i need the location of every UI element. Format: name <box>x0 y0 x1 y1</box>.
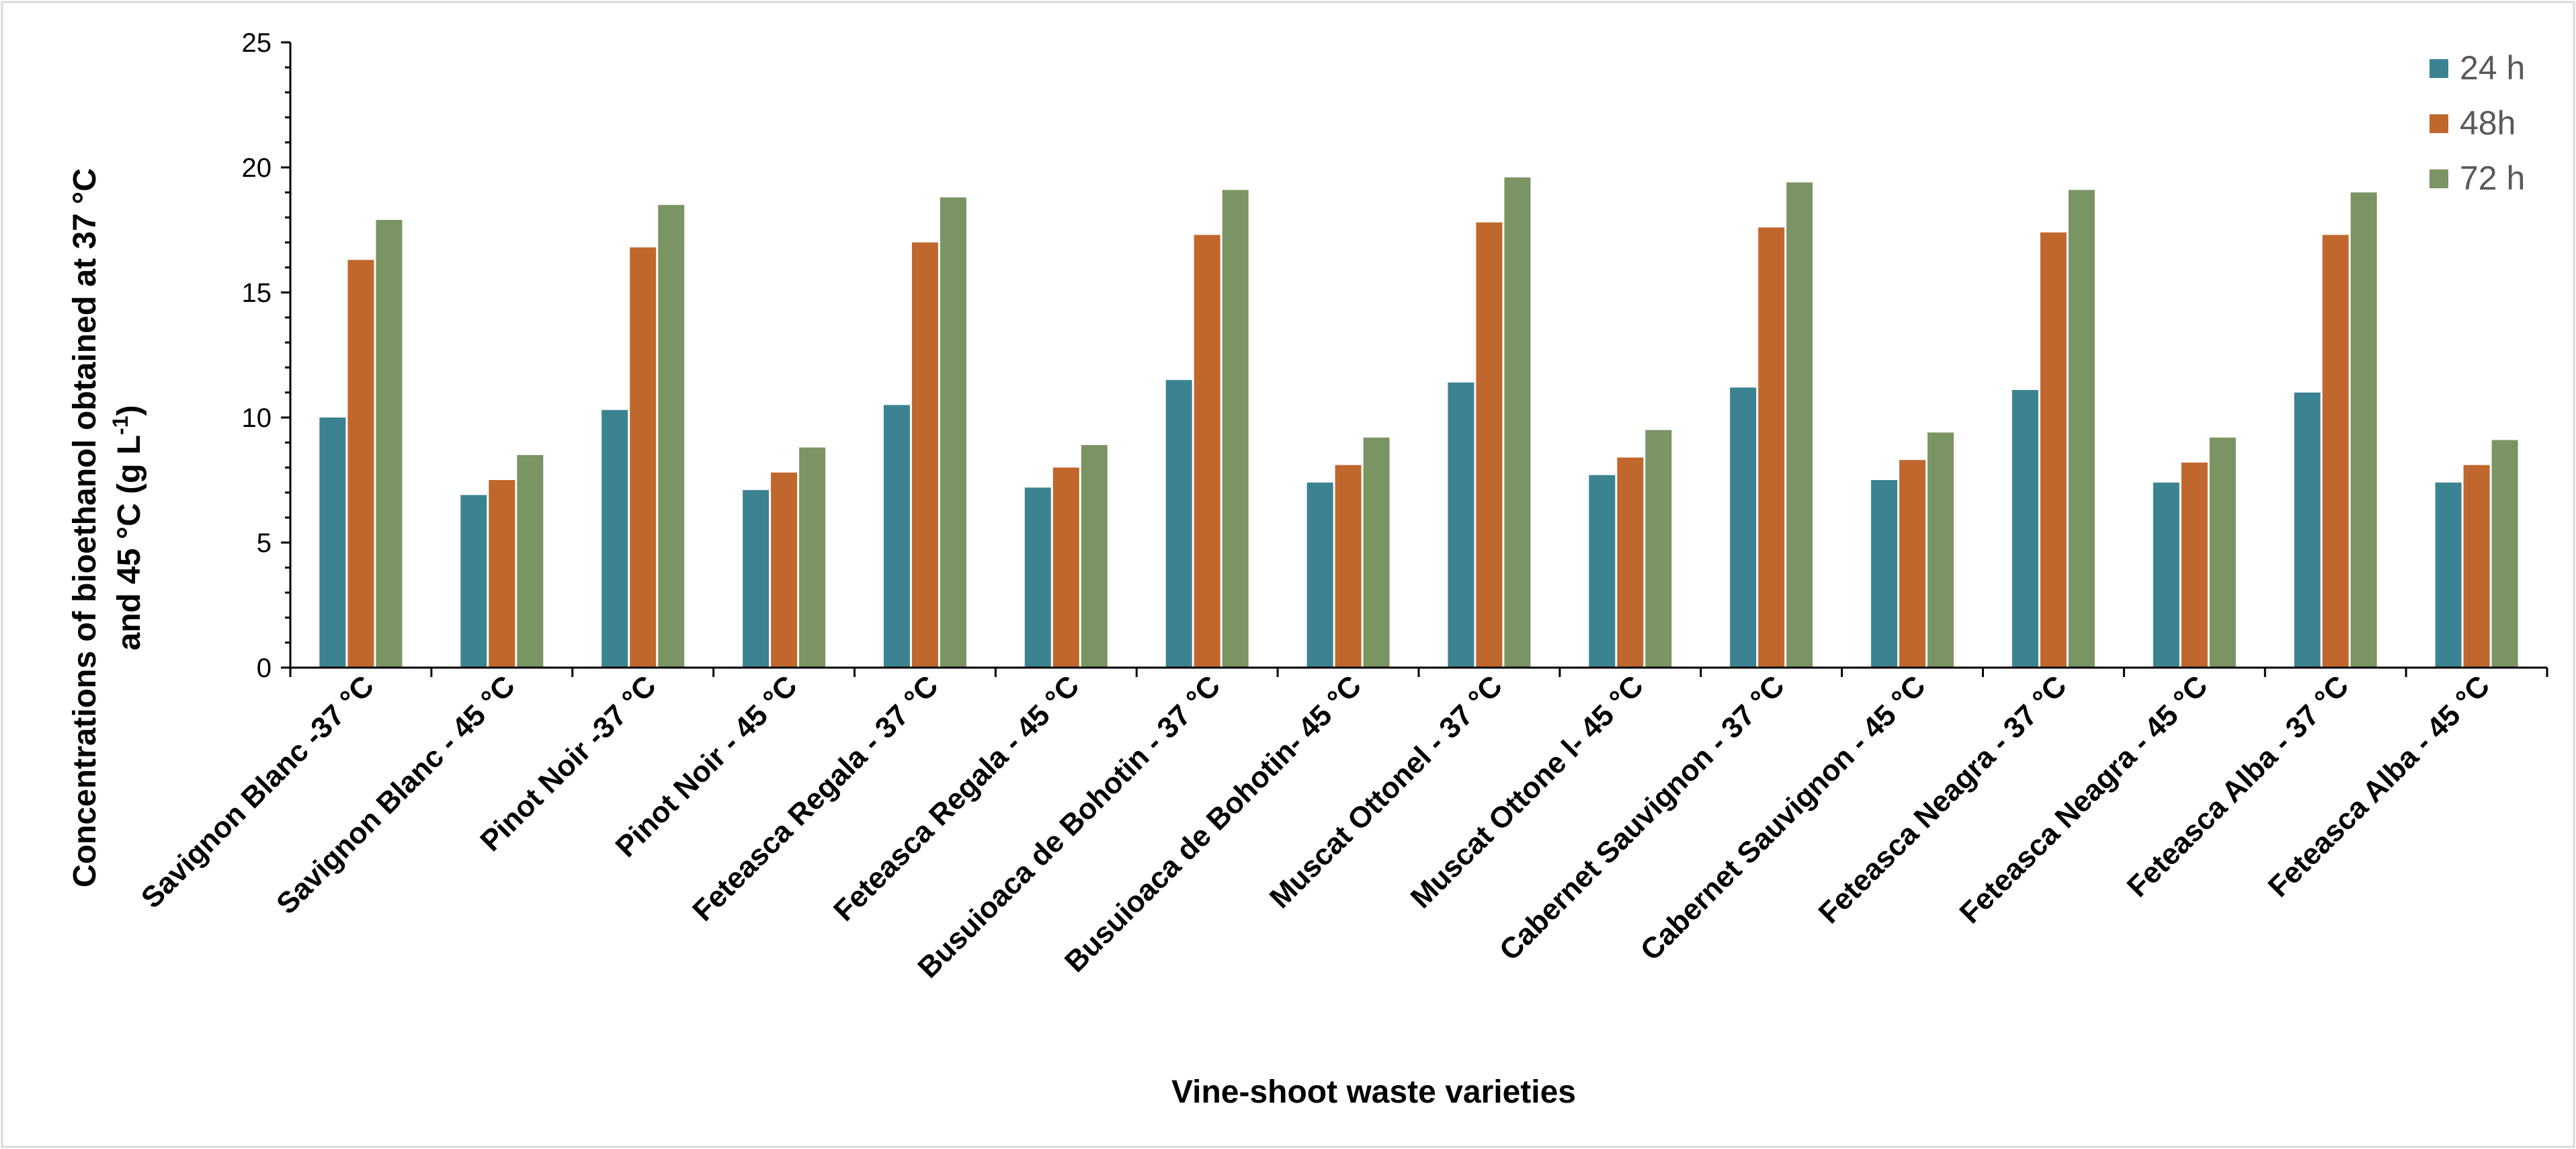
bar-48h-8 <box>1476 222 1503 668</box>
bar-24h-0 <box>319 418 346 668</box>
y-tick-label: 10 <box>242 403 272 433</box>
bar-48h-9 <box>1617 457 1644 668</box>
bar-24h-7 <box>1306 482 1333 668</box>
bar-72h-15 <box>2491 440 2518 668</box>
bar-72h-11 <box>1927 432 1954 668</box>
bar-72h-14 <box>2350 192 2377 668</box>
bar-48h-3 <box>771 472 798 668</box>
bar-72h-7 <box>1363 437 1390 668</box>
y-tick-label: 15 <box>242 278 272 308</box>
bar-72h-8 <box>1504 177 1531 668</box>
y-tick-label: 25 <box>242 28 272 58</box>
bar-48h-14 <box>2322 235 2349 668</box>
bar-72h-0 <box>376 220 403 668</box>
bar-24h-10 <box>1730 387 1757 668</box>
bar-48h-15 <box>2463 465 2490 668</box>
bar-48h-2 <box>630 247 657 668</box>
y-tick-label: 20 <box>242 153 272 183</box>
bar-48h-5 <box>1052 467 1079 668</box>
bar-48h-1 <box>489 480 515 668</box>
bar-72h-12 <box>2068 190 2095 668</box>
legend: 24 h 48h 72 h <box>2429 49 2525 197</box>
y-axis-title-line2-post: ) <box>112 405 147 416</box>
bar-48h-6 <box>1194 235 1220 668</box>
bar-24h-1 <box>460 495 487 668</box>
legend-swatch-0 <box>2429 59 2448 78</box>
bar-48h-10 <box>1758 227 1785 668</box>
bar-48h-4 <box>911 242 938 668</box>
bar-72h-3 <box>799 447 826 668</box>
y-axis-title-line2: and 45 °C (g L-1) <box>108 405 147 651</box>
bar-24h-12 <box>2011 390 2038 668</box>
legend-label-2: 72 h <box>2460 159 2525 197</box>
bar-72h-1 <box>517 454 544 668</box>
axis-layer <box>281 41 2548 677</box>
legend-swatch-1 <box>2429 114 2448 133</box>
y-axis-title-line1: Concentrations of bioethanol obtained at… <box>67 168 103 887</box>
legend-label-0: 24 h <box>2460 49 2525 87</box>
legend-label-1: 48h <box>2460 104 2516 142</box>
bar-24h-9 <box>1589 475 1616 668</box>
bar-48h-12 <box>2040 232 2067 668</box>
bar-72h-2 <box>658 204 685 668</box>
bar-24h-8 <box>1448 382 1474 668</box>
legend-swatch-2 <box>2429 169 2448 188</box>
bar-48h-0 <box>347 260 374 668</box>
bar-24h-2 <box>601 409 628 668</box>
y-axis-title: Concentrations of bioethanol obtained at… <box>67 168 147 887</box>
bar-72h-6 <box>1222 190 1249 668</box>
bar-72h-13 <box>2209 437 2236 668</box>
bar-48h-13 <box>2181 463 2208 668</box>
bars-layer <box>319 177 2518 668</box>
bar-48h-7 <box>1335 465 1362 668</box>
y-axis-title-superscript: -1 <box>108 415 132 434</box>
bar-72h-9 <box>1645 430 1672 668</box>
y-tick-labels: 0 5 10 15 20 25 <box>242 28 272 683</box>
y-axis-title-line2-pre: and 45 °C (g L <box>112 435 147 651</box>
bar-24h-13 <box>2153 482 2179 668</box>
y-tick-label: 5 <box>257 528 272 558</box>
bar-72h-5 <box>1081 444 1108 668</box>
bar-24h-15 <box>2435 482 2462 668</box>
y-tick-label: 0 <box>257 653 272 683</box>
bar-24h-4 <box>883 405 910 668</box>
bar-24h-6 <box>1165 380 1192 668</box>
bar-48h-11 <box>1899 460 1926 668</box>
x-axis-title: Vine-shoot waste varieties <box>1171 1074 1576 1110</box>
bar-72h-10 <box>1786 182 1813 668</box>
bar-24h-11 <box>1871 480 1898 668</box>
bar-24h-14 <box>2294 392 2321 668</box>
bar-24h-3 <box>743 489 770 668</box>
bar-24h-5 <box>1024 487 1051 668</box>
bar-72h-4 <box>940 197 966 668</box>
